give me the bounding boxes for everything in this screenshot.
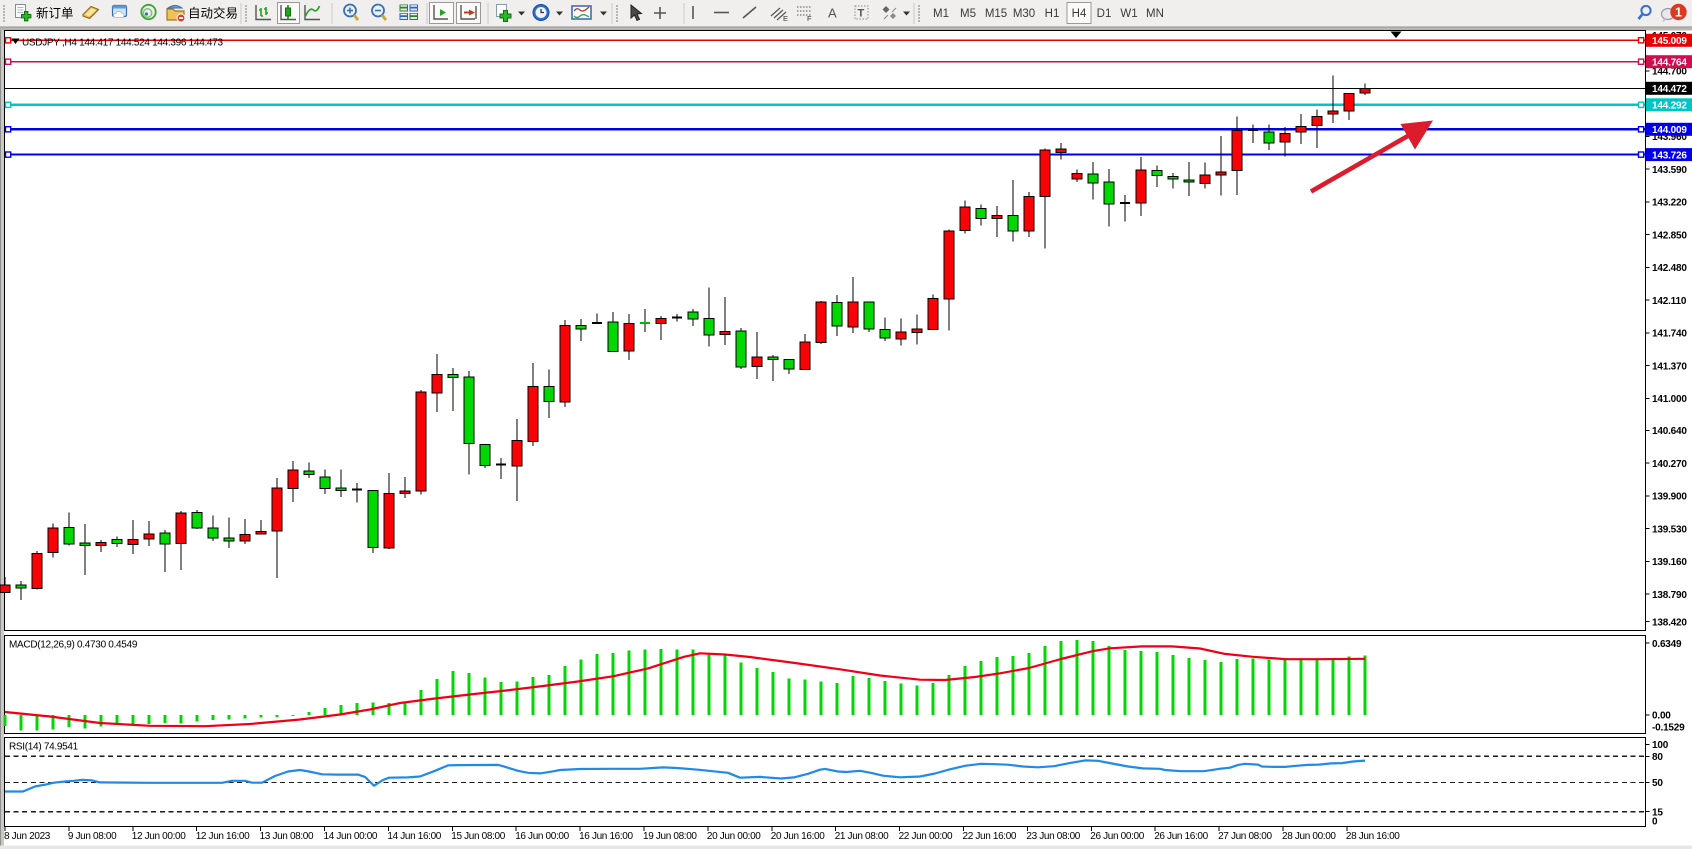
svg-text:139.530: 139.530 [1652,524,1687,535]
svg-text:144.292: 144.292 [1652,101,1687,112]
svg-text:-0.1529: -0.1529 [1652,722,1685,733]
svg-text:138.790: 138.790 [1652,590,1687,601]
svg-text:12 Jun 16:00: 12 Jun 16:00 [196,831,250,842]
svg-text:M1: M1 [933,8,949,20]
svg-text:28 Jun 00:00: 28 Jun 00:00 [1282,831,1336,842]
svg-text:USDJPY ,H4 144.417 144.524 14: USDJPY ,H4 144.417 144.524 144.396 144.4… [22,38,223,49]
svg-text:19 Jun 08:00: 19 Jun 08:00 [643,831,697,842]
svg-text:1: 1 [1675,6,1682,20]
svg-text:26 Jun 00:00: 26 Jun 00:00 [1090,831,1144,842]
svg-text:15 Jun 08:00: 15 Jun 08:00 [451,831,505,842]
svg-text:23 Jun 08:00: 23 Jun 08:00 [1026,831,1080,842]
svg-text:H1: H1 [1045,8,1060,20]
svg-text:W1: W1 [1120,8,1137,20]
svg-text:9 Jun 08:00: 9 Jun 08:00 [68,831,117,842]
svg-text:139.900: 139.900 [1652,492,1687,503]
svg-text:RSI(14) 74.9541: RSI(14) 74.9541 [9,742,79,753]
svg-text:26 Jun 16:00: 26 Jun 16:00 [1154,831,1208,842]
svg-text:27 Jun 08:00: 27 Jun 08:00 [1218,831,1272,842]
svg-text:M15: M15 [985,8,1007,20]
svg-text:自动交易: 自动交易 [188,6,238,21]
svg-text:新订单: 新订单 [36,6,74,21]
svg-text:14 Jun 00:00: 14 Jun 00:00 [324,831,378,842]
svg-text:140.270: 140.270 [1652,459,1687,470]
svg-text:16 Jun 16:00: 16 Jun 16:00 [579,831,633,842]
svg-text:15: 15 [1652,808,1663,819]
svg-text:0: 0 [1652,816,1658,827]
svg-text:143.590: 143.590 [1652,165,1687,176]
svg-text:142.850: 142.850 [1652,230,1687,241]
svg-text:D1: D1 [1097,8,1112,20]
svg-text:16 Jun 00:00: 16 Jun 00:00 [515,831,569,842]
svg-text:144.764: 144.764 [1652,58,1687,69]
svg-text:M30: M30 [1013,8,1035,20]
svg-text:0.00: 0.00 [1652,711,1671,722]
svg-text:A: A [828,6,837,21]
svg-text:12 Jun 00:00: 12 Jun 00:00 [132,831,186,842]
svg-text:141.740: 141.740 [1652,329,1687,340]
svg-text:50: 50 [1652,778,1663,789]
svg-text:145.009: 145.009 [1652,36,1687,47]
svg-text:144.700: 144.700 [1652,67,1687,78]
svg-text:100: 100 [1652,740,1669,751]
svg-text:138.420: 138.420 [1652,617,1687,628]
svg-text:22 Jun 00:00: 22 Jun 00:00 [899,831,953,842]
svg-text:141.000: 141.000 [1652,394,1687,405]
svg-text:143.220: 143.220 [1652,198,1687,209]
svg-text:144.472: 144.472 [1652,84,1687,95]
svg-text:MN: MN [1146,8,1164,20]
svg-text:143.960: 143.960 [1652,132,1687,143]
svg-text:T: T [858,8,865,20]
svg-text:20 Jun 16:00: 20 Jun 16:00 [771,831,825,842]
svg-text:143.726: 143.726 [1652,150,1687,161]
svg-text:80: 80 [1652,752,1663,763]
svg-text:141.370: 141.370 [1652,362,1687,373]
svg-text:E: E [783,14,788,23]
svg-text:20 Jun 00:00: 20 Jun 00:00 [707,831,761,842]
svg-text:14 Jun 16:00: 14 Jun 16:00 [387,831,441,842]
svg-text:13 Jun 08:00: 13 Jun 08:00 [260,831,314,842]
svg-text:144.009: 144.009 [1652,125,1687,136]
svg-text:140.640: 140.640 [1652,426,1687,437]
svg-text:142.110: 142.110 [1652,296,1687,307]
svg-text:28 Jun 16:00: 28 Jun 16:00 [1346,831,1400,842]
svg-text:F: F [807,14,812,23]
svg-text:M5: M5 [960,8,976,20]
svg-text:22 Jun 16:00: 22 Jun 16:00 [963,831,1017,842]
svg-text:21 Jun 08:00: 21 Jun 08:00 [835,831,889,842]
svg-text:142.480: 142.480 [1652,263,1687,274]
svg-text:139.160: 139.160 [1652,557,1687,568]
svg-text:8 Jun 2023: 8 Jun 2023 [4,831,51,842]
svg-text:0.6349: 0.6349 [1652,639,1682,650]
svg-text:MACD(12,26,9) 0.4730 0.4549: MACD(12,26,9) 0.4730 0.4549 [9,640,138,651]
svg-text:H4: H4 [1072,8,1087,20]
